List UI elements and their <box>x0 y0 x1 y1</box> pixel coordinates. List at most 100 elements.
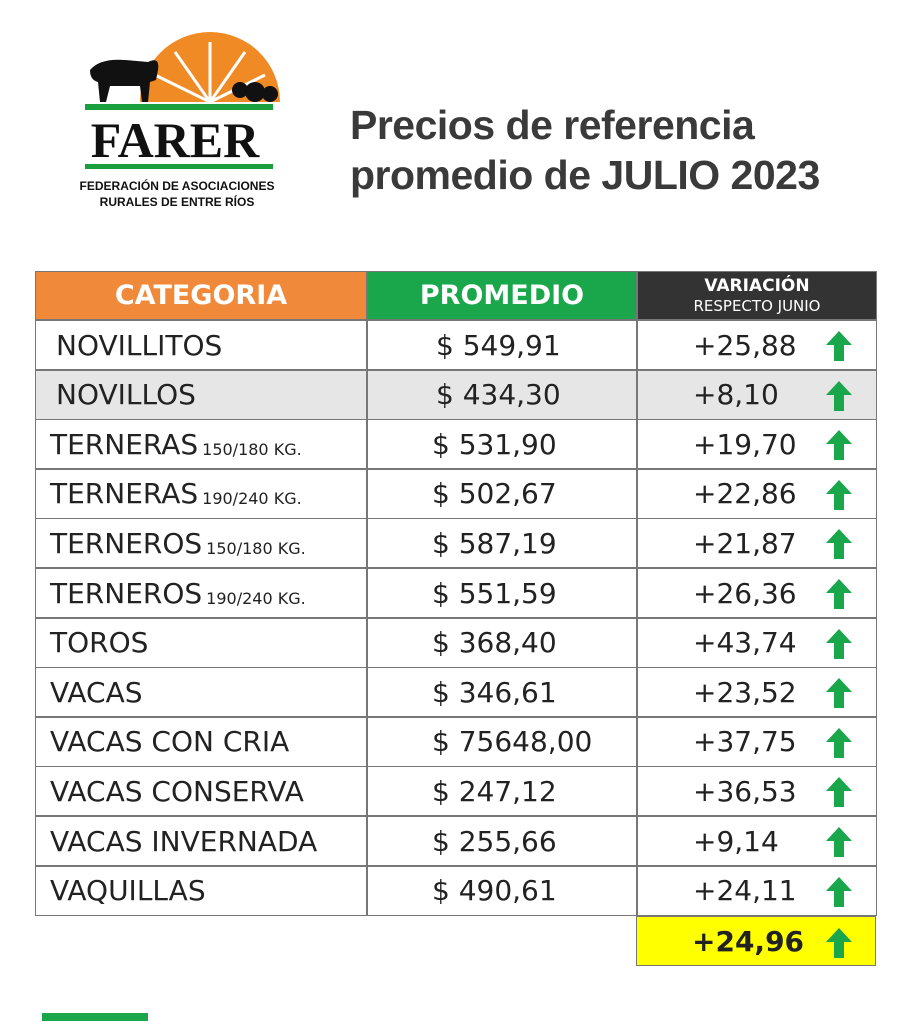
category-cell: VAQUILLAS <box>35 865 367 916</box>
variation: +37,75 <box>693 725 797 759</box>
category-cell: NOVILLITOS <box>35 320 367 370</box>
header-cell: PROMEDIO <box>367 271 637 320</box>
price: $ 587,19 <box>432 526 557 560</box>
variation: +22,86 <box>693 477 797 511</box>
arrow-icon <box>826 331 852 361</box>
up-arrow <box>826 928 852 958</box>
price-cell: $ 247,12 <box>367 766 637 817</box>
logo-subtitle: RURALES DE ENTRE RÍOS <box>100 194 255 209</box>
category: VAQUILLAS <box>50 874 206 908</box>
category: TERNERAS <box>50 477 199 511</box>
category-detail: 150/180 KG. <box>202 439 302 459</box>
up-arrow <box>826 479 852 510</box>
variation: +23,52 <box>693 675 797 709</box>
up-arrow <box>826 727 852 758</box>
category: VACAS CON CRIA <box>50 725 290 759</box>
price: $ 346,61 <box>432 675 557 709</box>
category-cell: TERNEROS 190/240 KG. <box>35 568 367 618</box>
up-arrow <box>826 777 852 808</box>
arrow-icon <box>826 827 852 857</box>
header-cell: CATEGORIA <box>35 271 367 320</box>
variation-cell: +19,70 <box>637 419 877 470</box>
variation-cell: +37,75 <box>637 716 877 767</box>
category: VACAS CONSERVA <box>50 774 304 808</box>
price-cell: $ 551,59 <box>367 568 637 618</box>
header-text: VARIACIÓN <box>704 275 810 296</box>
price-cell: $ 434,30 <box>367 369 637 420</box>
price: $ 247,12 <box>432 774 557 808</box>
category-cell: NOVILLOS <box>35 369 367 420</box>
variation-cell: +8,10 <box>637 369 877 420</box>
title-line: Precios de referencia <box>350 102 755 148</box>
price: $ 255,66 <box>432 824 557 858</box>
variation: +21,87 <box>693 526 797 560</box>
up-arrow <box>826 628 852 659</box>
category: NOVILLOS <box>56 378 196 412</box>
arrow-icon <box>826 876 852 907</box>
variation: +36,53 <box>693 774 797 808</box>
price-cell: $ 75648,00 <box>367 716 637 767</box>
arrow-icon <box>826 479 852 510</box>
arrow-icon <box>826 777 852 808</box>
category-detail: 190/240 KG. <box>206 588 306 608</box>
arrow-icon <box>826 678 852 709</box>
footer-bar <box>42 1013 148 1021</box>
category-cell: TOROS <box>35 617 367 668</box>
arrow-icon <box>826 928 852 958</box>
variation: +25,88 <box>693 328 797 362</box>
price: $ 549,91 <box>436 328 561 362</box>
category: TOROS <box>50 626 149 660</box>
price: $ 368,40 <box>432 626 557 660</box>
price-cell: $ 587,19 <box>367 518 637 569</box>
variation: +9,14 <box>693 824 779 858</box>
category-cell: TERNERAS 190/240 KG. <box>35 468 367 519</box>
up-arrow <box>826 331 852 361</box>
variation-cell: +26,36 <box>637 568 877 618</box>
category: TERNEROS <box>50 526 203 560</box>
price: $ 490,61 <box>432 874 557 908</box>
header-cell: VARIACIÓN RESPECTO JUNIO <box>637 271 877 320</box>
arrow-icon <box>826 380 852 411</box>
arrow-icon <box>826 529 852 560</box>
category-detail: 150/180 KG. <box>206 538 306 558</box>
variation: +19,70 <box>693 427 797 461</box>
arrow-icon <box>826 430 852 461</box>
price: $ 551,59 <box>432 576 557 610</box>
variation-cell: +36,53 <box>637 766 877 817</box>
variation: +26,36 <box>693 576 797 610</box>
variation: +8,10 <box>693 378 779 412</box>
up-arrow <box>826 678 852 709</box>
variation-cell: +23,52 <box>637 667 877 718</box>
variation-cell: +25,88 <box>637 320 877 370</box>
category-cell: TERNEROS 150/180 KG. <box>35 518 367 569</box>
price-cell: $ 255,66 <box>367 816 637 866</box>
up-arrow <box>826 579 852 609</box>
variation-cell: +24,11 <box>637 865 877 916</box>
variation: +43,74 <box>693 626 797 660</box>
price-cell: $ 346,61 <box>367 667 637 718</box>
category: NOVILLITOS <box>56 328 223 362</box>
variation: +24,11 <box>693 874 797 908</box>
variation-cell: +22,86 <box>637 468 877 519</box>
title-line: promedio de JULIO 2023 <box>350 152 820 198</box>
title: Precios de referencia promedio de JULIO … <box>350 100 820 200</box>
up-arrow <box>826 430 852 461</box>
header-text: RESPECTO JUNIO <box>693 296 821 315</box>
category-cell: VACAS CON CRIA <box>35 716 367 767</box>
arrow-icon <box>826 579 852 609</box>
price-cell: $ 531,90 <box>367 419 637 470</box>
variation-cell: +43,74 <box>637 617 877 668</box>
category-cell: VACAS CONSERVA <box>35 766 367 817</box>
category-cell: VACAS INVERNADA <box>35 816 367 866</box>
up-arrow <box>826 380 852 411</box>
arrow-icon <box>826 628 852 659</box>
price-cell: $ 549,91 <box>367 320 637 370</box>
logo: FARER FEDERACIÓN DE ASOCIACIONES RURALES… <box>80 32 280 209</box>
logo-text: FARER <box>91 112 260 168</box>
price-cell: $ 368,40 <box>367 617 637 668</box>
logo-subtitle: FEDERACIÓN DE ASOCIACIONES <box>80 178 274 193</box>
price: $ 531,90 <box>432 427 557 461</box>
category: TERNERAS <box>50 427 199 461</box>
up-arrow <box>826 529 852 560</box>
